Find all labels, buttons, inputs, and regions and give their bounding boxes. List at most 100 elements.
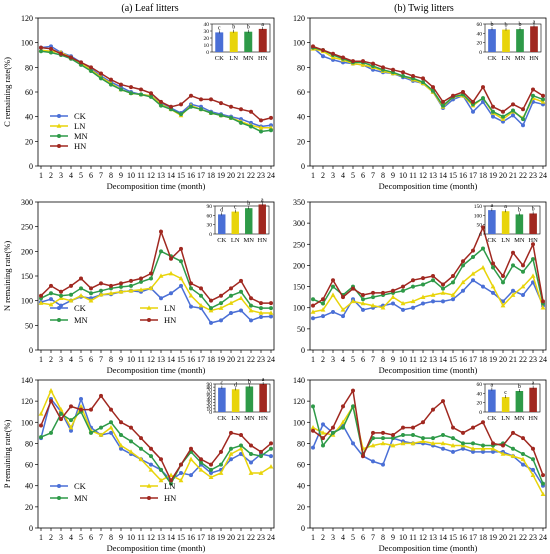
leaf-nitrogen-ytick-label: 300 [21,198,33,207]
leaf-nitrogen-ytick-label: 100 [21,297,33,306]
twig-phosphorus-series-ln-point [470,446,476,451]
twig-phosphorus-xtick-label: 14 [439,533,447,542]
twig-carbon-series-hn-point [421,76,425,81]
twig-carbon-series-ck-point [521,123,525,128]
twig-nitrogen-series-ln-point [350,298,356,304]
twig-phosphorus-series-mn-point [541,481,545,486]
leaf-nitrogen-series-hn-point [159,229,163,234]
twig-nitrogen-inset-bar-ln [501,211,510,234]
twig-phosphorus-series-mn-point [531,457,535,462]
leaf-carbon-series-hn-point [39,45,43,50]
leaf-carbon-xtick-label: 20 [227,171,235,180]
twig-carbon-series-ck-point [321,54,325,59]
leaf-carbon-xtick-label: 5 [79,171,83,180]
leaf-nitrogen-series-ck-point [219,318,223,323]
twig-carbon-xtick-label: 4 [341,171,345,180]
leaf-carbon-xtick-label: 16 [187,171,195,180]
twig-carbon-ytick-label: 80 [297,63,305,72]
leaf-nitrogen-inset-bar-hn [258,204,266,234]
twig-phosphorus-inset-letter-ln: c [504,390,507,396]
twig-nitrogen-series-ck-point [491,290,495,295]
twig-phosphorus-series-ln-point [320,430,326,435]
twig-carbon-series-hn-point [321,48,325,53]
twig-phosphorus-series-hn-point [351,388,355,393]
leaf-nitrogen-xtick-label: 9 [119,355,123,364]
twig-nitrogen-series-hn-point [391,288,395,293]
twig-nitrogen-series-mn-point [451,280,455,285]
leaf-carbon-inset-ytick-label: 30 [204,29,210,35]
leaf-nitrogen-series-hn-point [139,276,143,281]
twig-carbon-inset-category-ln: LN [502,55,511,62]
twig-nitrogen-series-ln-point [520,283,526,289]
leaf-phosphorus-series-hn-point [259,449,263,454]
twig-carbon-xtick-label: 13 [429,171,437,180]
twig-nitrogen-series-ck-point [321,314,325,319]
twig-nitrogen-series-mn-point [471,254,475,259]
twig-nitrogen-series-hn-point [371,290,375,295]
leaf-carbon-series-hn-point [199,97,203,102]
leaf-phosphorus-series-mn-point [69,418,73,423]
twig-phosphorus-inset-bar-hn [529,387,537,412]
leaf-carbon-series-hn-point [89,65,93,70]
leaf-nitrogen-series-ln-point [168,270,174,276]
leaf-phosphorus-legend-hn-marker [147,496,151,500]
leaf-nitrogen-series-mn-point [199,293,203,298]
leaf-carbon-xlabel: Decomposition time (month) [107,181,206,191]
twig-carbon-xtick-label: 5 [351,171,355,180]
twig-carbon-xtick-label: 15 [449,171,457,180]
leaf-carbon-xtick-label: 17 [197,171,205,180]
leaf-nitrogen-series-hn-point [189,281,193,286]
twig-carbon-series-mn-point [481,96,485,101]
leaf-nitrogen-series-ck-point [189,304,193,309]
leaf-nitrogen-series-hn-point [249,296,253,301]
leaf-carbon-series-mn-point [269,128,273,133]
twig-nitrogen-series-hn-point [381,290,385,295]
leaf-carbon-inset-letter-ck: c [218,25,221,31]
leaf-nitrogen-inset: 0 30 60 90 d CK c LN b MN a HN [207,197,270,244]
twig-phosphorus-series-mn-point [461,441,465,446]
twig-phosphorus-series-mn-point [341,425,345,430]
leaf-phosphorus-series-hn-point [199,457,203,462]
twig-nitrogen-series-ck-point [481,284,485,289]
leaf-nitrogen-inset-bar-ck [218,214,226,234]
twig-nitrogen-series-hn-point [471,248,475,253]
twig-carbon-xtick-label: 16 [459,171,467,180]
leaf-phosphorus-series-mn-point [249,452,253,456]
twig-nitrogen-series-ln-point [420,294,426,299]
leaf-nitrogen-series-ln-point [238,295,244,300]
leaf-phosphorus-series-ln-point [248,470,254,475]
twig-phosphorus-xtick-label: 11 [409,533,417,542]
twig-nitrogen-series-ck-point [471,278,475,283]
leaf-phosphorus-inset-bar-ck [218,387,226,412]
leaf-phosphorus-series-mn-point [49,430,53,435]
leaf-carbon-series-hn-point [179,102,183,107]
twig-phosphorus-series-mn-point [431,436,435,441]
twig-carbon-series-mn-point [501,114,505,119]
leaf-carbon-inset-letter-ln: b [232,25,235,31]
leaf-phosphorus-series-hn-point [209,462,213,467]
twig-nitrogen-xtick-label: 9 [391,355,395,364]
twig-nitrogen-inset-ytick-label: 150 [474,204,483,210]
leaf-phosphorus-inset-category-ck: CK [217,415,226,422]
leaf-phosphorus-inset-letter-hn: a [262,377,265,383]
twig-phosphorus-series-ln-point [490,446,496,451]
twig-carbon-series-hn-point [451,93,455,98]
leaf-nitrogen-ytick-label: 50 [25,321,33,330]
leaf-nitrogen-xtick-label: 24 [267,355,275,364]
twig-phosphorus-series-mn-point [521,452,525,456]
twig-carbon-ytick-label: 120 [293,14,305,23]
twig-carbon-series-hn-point [541,93,545,98]
twig-carbon-series-mn-point [521,117,525,122]
leaf-carbon-xtick-label: 21 [237,171,245,180]
twig-phosphorus-xtick-label: 24 [539,533,547,542]
leaf-nitrogen-xtick-label: 2 [49,355,53,364]
leaf-carbon-series-mn-point [129,91,133,96]
leaf-phosphorus-series-ln-point [158,477,164,483]
leaf-phosphorus-series-ln-point [148,467,154,472]
leaf-phosphorus-xtick-label: 4 [69,533,73,542]
leaf-phosphorus-series-hn-point [119,420,123,425]
leaf-carbon-ylabel: C remaining rate(%) [2,57,12,127]
leaf-nitrogen-series-hn-line [40,229,271,304]
leaf-nitrogen-xtick-label: 8 [109,355,113,364]
